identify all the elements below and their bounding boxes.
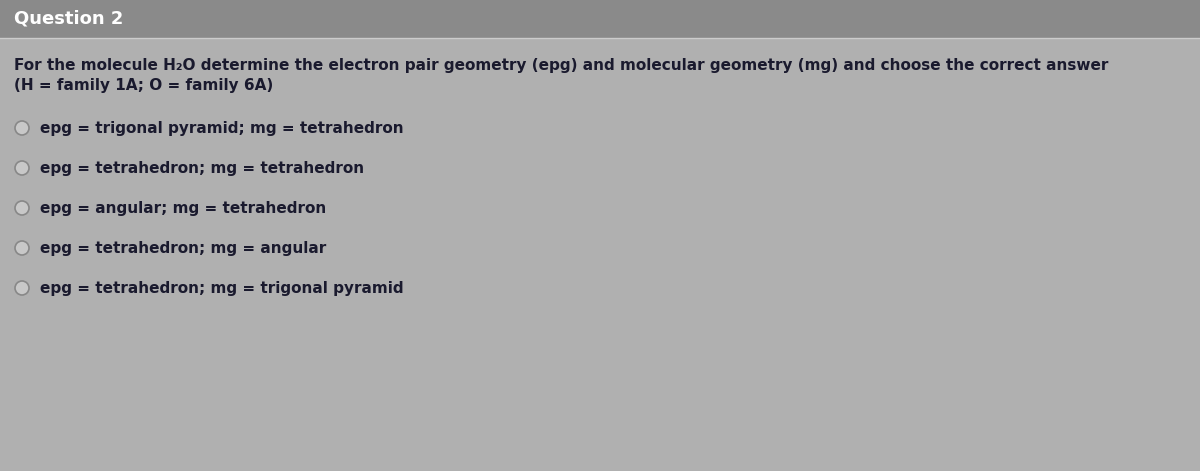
Circle shape — [14, 241, 29, 255]
Text: epg = tetrahedron; mg = angular: epg = tetrahedron; mg = angular — [40, 241, 326, 255]
Text: Question 2: Question 2 — [14, 10, 124, 28]
Circle shape — [14, 161, 29, 175]
Text: epg = angular; mg = tetrahedron: epg = angular; mg = tetrahedron — [40, 201, 326, 216]
Circle shape — [14, 201, 29, 215]
Text: For the molecule H₂O determine the electron pair geometry (epg) and molecular ge: For the molecule H₂O determine the elect… — [14, 58, 1109, 73]
Circle shape — [14, 281, 29, 295]
FancyBboxPatch shape — [0, 38, 1200, 471]
Circle shape — [14, 121, 29, 135]
FancyBboxPatch shape — [0, 0, 1200, 38]
Text: epg = tetrahedron; mg = trigonal pyramid: epg = tetrahedron; mg = trigonal pyramid — [40, 281, 403, 295]
Text: (H = family 1A; O = family 6A): (H = family 1A; O = family 6A) — [14, 78, 274, 93]
Text: epg = trigonal pyramid; mg = tetrahedron: epg = trigonal pyramid; mg = tetrahedron — [40, 121, 403, 136]
Text: epg = tetrahedron; mg = tetrahedron: epg = tetrahedron; mg = tetrahedron — [40, 161, 364, 176]
